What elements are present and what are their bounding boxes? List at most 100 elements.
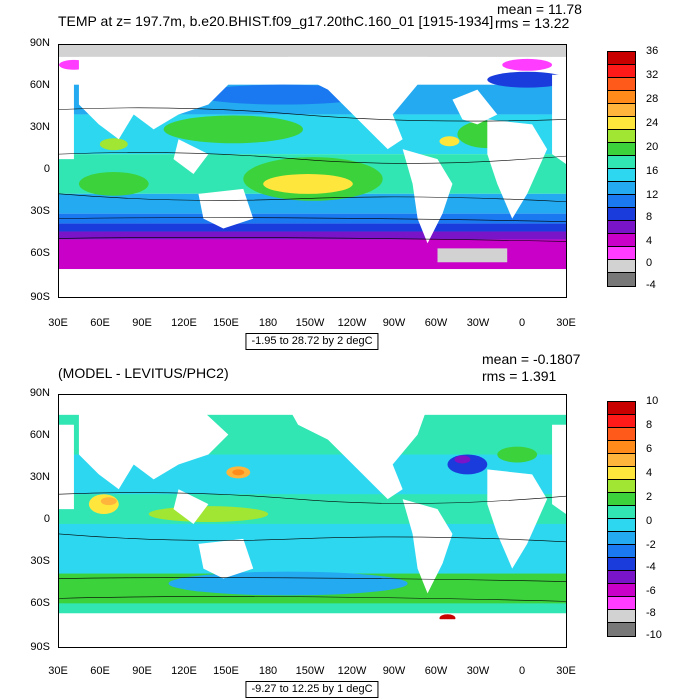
bottom-x-label-30e-end: 30E bbox=[556, 665, 576, 677]
top-x-label-90e: 90E bbox=[132, 317, 152, 329]
colorbar-swatch bbox=[608, 273, 635, 286]
colorbar-swatch bbox=[608, 493, 635, 506]
top-y-label-60n: 60N bbox=[29, 79, 50, 91]
top-rms-value: rms = 13.22 bbox=[495, 15, 570, 31]
colorbar-swatch bbox=[608, 571, 635, 584]
colorbar-swatch bbox=[608, 78, 635, 91]
top-x-label-150e: 150E bbox=[213, 317, 239, 329]
bottom-y-label-60n: 60N bbox=[29, 429, 50, 441]
colorbar-swatch bbox=[608, 169, 635, 182]
top-y-label-30s: 30S bbox=[30, 205, 50, 217]
top-map-title: TEMP at z= 197.7m, b.e20.BHIST.f09_g17.2… bbox=[58, 13, 494, 29]
bottom-x-label-60w: 60W bbox=[424, 665, 448, 677]
colorbar-swatch bbox=[608, 91, 635, 104]
top-colorbar-label: -4 bbox=[646, 279, 656, 291]
bottom-colorbar-label: 8 bbox=[646, 419, 653, 431]
colorbar-swatch bbox=[608, 52, 635, 65]
bottom-y-label-90s: 90S bbox=[30, 641, 50, 653]
bottom-x-label-30e: 30E bbox=[48, 665, 68, 677]
top-colorbar-label: 4 bbox=[646, 235, 653, 247]
top-x-label-60e: 60E bbox=[90, 317, 110, 329]
bottom-x-label-150e: 150E bbox=[213, 665, 239, 677]
colorbar-swatch bbox=[608, 532, 635, 545]
top-colorbar-label: 28 bbox=[646, 93, 659, 105]
bottom-y-label-30n: 30N bbox=[29, 471, 50, 483]
top-colorbar-label: 20 bbox=[646, 141, 659, 153]
colorbar-swatch bbox=[608, 260, 635, 273]
colorbar-swatch bbox=[608, 143, 635, 156]
top-temperature-map bbox=[58, 44, 567, 298]
bottom-colorbar bbox=[607, 401, 636, 637]
bottom-map-title: (MODEL - LEVITUS/PHC2) bbox=[58, 365, 229, 381]
bottom-mean-value: mean = -0.1807 bbox=[482, 351, 581, 367]
bottom-y-label-60s: 60S bbox=[30, 597, 50, 609]
colorbar-swatch bbox=[608, 519, 635, 532]
bottom-colorbar-label: 6 bbox=[646, 443, 653, 455]
bottom-map-fill bbox=[59, 395, 566, 647]
top-x-label-120w: 120W bbox=[337, 317, 367, 329]
colorbar-swatch bbox=[608, 65, 635, 78]
top-y-label-60s: 60S bbox=[30, 247, 50, 259]
top-x-label-180: 180 bbox=[258, 317, 278, 329]
top-colorbar-label: 24 bbox=[646, 117, 659, 129]
colorbar-swatch bbox=[608, 182, 635, 195]
colorbar-swatch bbox=[608, 480, 635, 493]
colorbar-swatch bbox=[608, 247, 635, 260]
bottom-difference-map bbox=[58, 394, 567, 648]
top-x-label-30e: 30E bbox=[48, 317, 68, 329]
bottom-colorbar-label: -2 bbox=[646, 539, 656, 551]
top-colorbar-label: 0 bbox=[646, 257, 653, 269]
bottom-x-label-90e: 90E bbox=[132, 665, 152, 677]
top-x-label-90w: 90W bbox=[382, 317, 406, 329]
bottom-colorbar-label: -4 bbox=[646, 561, 656, 573]
bottom-y-label-90n: 90N bbox=[29, 387, 50, 399]
colorbar-swatch bbox=[608, 506, 635, 519]
bottom-colorbar-label: -8 bbox=[646, 607, 656, 619]
top-colorbar-label: 8 bbox=[646, 211, 653, 223]
bottom-y-label-30s: 30S bbox=[30, 555, 50, 567]
top-x-label-120e: 120E bbox=[171, 317, 197, 329]
colorbar-swatch bbox=[608, 454, 635, 467]
colorbar-swatch bbox=[608, 441, 635, 454]
top-x-label-60w: 60W bbox=[424, 317, 448, 329]
bottom-colorbar-label: 0 bbox=[646, 515, 653, 527]
bottom-colorbar-label: -10 bbox=[646, 629, 662, 641]
colorbar-swatch bbox=[608, 156, 635, 169]
bottom-x-label-0: 0 bbox=[518, 665, 526, 677]
top-range-note: -1.95 to 28.72 by 2 degC bbox=[245, 333, 379, 350]
top-colorbar bbox=[607, 51, 636, 287]
colorbar-swatch bbox=[608, 467, 635, 480]
colorbar-swatch bbox=[608, 545, 635, 558]
bottom-colorbar-label: -6 bbox=[646, 585, 656, 597]
top-y-label-30n: 30N bbox=[29, 121, 50, 133]
top-colorbar-label: 16 bbox=[646, 165, 659, 177]
top-x-label-0: 0 bbox=[518, 317, 526, 329]
colorbar-swatch bbox=[608, 195, 635, 208]
bottom-y-label-0: 0 bbox=[43, 513, 50, 525]
top-colorbar-label: 36 bbox=[646, 45, 659, 57]
bottom-x-label-150w: 150W bbox=[295, 665, 325, 677]
top-y-label-90n: 90N bbox=[29, 37, 50, 49]
top-map-fill bbox=[59, 45, 566, 297]
colorbar-swatch bbox=[608, 104, 635, 117]
colorbar-swatch bbox=[608, 415, 635, 428]
colorbar-swatch bbox=[608, 130, 635, 143]
top-y-label-90s: 90S bbox=[30, 291, 50, 303]
bottom-rms-value: rms = 1.391 bbox=[482, 368, 557, 384]
top-y-label-0: 0 bbox=[43, 163, 50, 175]
bottom-x-label-120w: 120W bbox=[337, 665, 367, 677]
bottom-x-label-90w: 90W bbox=[382, 665, 406, 677]
bottom-range-note: -9.27 to 12.25 by 1 degC bbox=[245, 681, 379, 698]
bottom-colorbar-label: 4 bbox=[646, 467, 653, 479]
top-x-label-30e-end: 30E bbox=[556, 317, 576, 329]
colorbar-swatch bbox=[608, 234, 635, 247]
colorbar-swatch bbox=[608, 584, 635, 597]
top-colorbar-label: 12 bbox=[646, 189, 659, 201]
bottom-x-label-60e: 60E bbox=[90, 665, 110, 677]
top-colorbar-label: 32 bbox=[646, 69, 659, 81]
top-x-label-30w: 30W bbox=[466, 317, 490, 329]
bottom-colorbar-label: 2 bbox=[646, 491, 653, 503]
top-map-panel: TEMP at z= 197.7m, b.e20.BHIST.f09_g17.2… bbox=[29, 1, 659, 350]
colorbar-swatch bbox=[608, 208, 635, 221]
top-mean-value: mean = 11.78 bbox=[497, 1, 582, 17]
